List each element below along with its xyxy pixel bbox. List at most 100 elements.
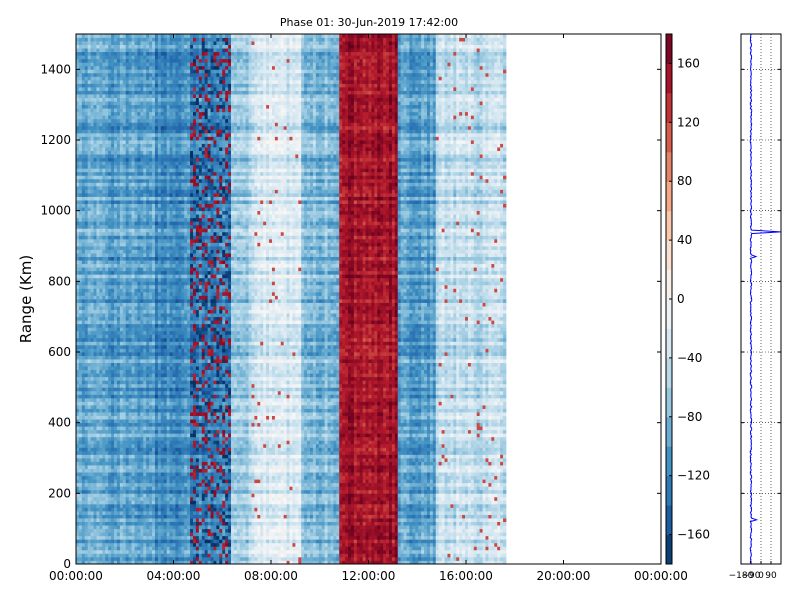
heatmap-cell <box>84 150 89 155</box>
heatmap-cell <box>160 34 165 38</box>
heatmap-cell <box>146 171 150 176</box>
heatmap-cell <box>119 260 124 265</box>
heatmap-cell <box>99 334 103 339</box>
heatmap-cell <box>96 306 100 310</box>
heatmap-cell <box>137 458 141 462</box>
heatmap-cell <box>140 115 144 120</box>
heatmap-cell <box>114 507 118 512</box>
heatmap-cell <box>152 309 156 314</box>
heatmap-cell <box>90 58 94 63</box>
heatmap-cell <box>131 260 135 265</box>
heatmap-cell <box>154 97 159 102</box>
heatmap-cell <box>116 178 121 183</box>
heatmap-cell <box>81 94 86 98</box>
heatmap-cell <box>143 125 147 130</box>
heatmap-cell <box>137 90 141 95</box>
heatmap-cell <box>111 58 115 63</box>
heatmap-cell <box>128 44 132 49</box>
heatmap-cell <box>99 249 103 254</box>
heatmap-cell <box>81 299 86 303</box>
heatmap-cell <box>87 164 92 169</box>
heatmap-cell <box>166 136 170 141</box>
heatmap-cell <box>169 242 173 247</box>
heatmap-cell <box>128 34 132 38</box>
heatmap-cell <box>154 458 159 462</box>
heatmap-cell <box>157 214 162 219</box>
heatmap-cell <box>157 408 162 413</box>
heatmap-cell <box>78 129 83 134</box>
heatmap-cell <box>114 122 118 127</box>
heatmap-cell <box>143 426 147 431</box>
heatmap-cell <box>149 101 153 106</box>
heatmap-cell <box>111 90 115 95</box>
heatmap-cell <box>84 475 89 480</box>
heatmap-cell <box>152 302 156 307</box>
heatmap-cell <box>143 500 147 505</box>
heatmap-cell <box>84 542 89 547</box>
heatmap-cell <box>140 263 144 268</box>
heatmap-cell <box>105 465 109 469</box>
heatmap-cell <box>116 366 121 371</box>
heatmap-cell <box>152 433 156 438</box>
heatmap-cell <box>125 129 130 134</box>
heatmap-cell <box>84 37 89 42</box>
heatmap-cell <box>114 528 118 533</box>
heatmap-cell <box>137 253 141 257</box>
heatmap-cell <box>137 108 141 113</box>
heatmap-cell <box>154 140 159 144</box>
heatmap-cell <box>143 200 147 204</box>
heatmap-cell <box>105 125 109 130</box>
heatmap-cell <box>90 185 94 190</box>
heatmap-cell <box>116 415 121 420</box>
heatmap-cell <box>76 419 80 424</box>
heatmap-cell <box>160 468 165 473</box>
heatmap-cell <box>105 313 109 318</box>
heatmap-cell <box>78 182 83 187</box>
heatmap-cell <box>149 196 153 201</box>
heatmap-cell <box>143 401 147 406</box>
heatmap-cell <box>149 168 153 173</box>
heatmap-cell <box>108 472 112 477</box>
heatmap-cell <box>119 465 124 469</box>
heatmap-cell <box>84 214 89 219</box>
heatmap-cell <box>125 267 130 272</box>
heatmap-cell <box>111 200 115 204</box>
heatmap-cell <box>93 168 97 173</box>
heatmap-cell <box>125 341 130 346</box>
heatmap-cell <box>146 267 150 272</box>
heatmap-cell <box>137 76 141 81</box>
heatmap-cell <box>157 140 162 144</box>
heatmap-cell <box>172 447 176 452</box>
heatmap-cell <box>154 108 159 113</box>
heatmap-cell <box>169 175 173 180</box>
heatmap-cell <box>76 83 80 88</box>
heatmap-cell <box>131 419 135 424</box>
heatmap-cell <box>160 507 165 512</box>
heatmap-cell <box>90 115 94 120</box>
heatmap-cell <box>81 207 86 212</box>
heatmap-cell <box>149 200 153 204</box>
heatmap-cell <box>90 454 94 459</box>
heatmap-cell <box>111 532 115 537</box>
heatmap-cell <box>102 468 106 473</box>
heatmap-cell <box>137 546 141 551</box>
heatmap-cell <box>163 373 168 378</box>
heatmap-cell <box>143 37 147 42</box>
heatmap-cell <box>76 503 80 508</box>
heatmap-cell <box>152 334 156 339</box>
heatmap-cell <box>131 514 135 519</box>
heatmap-cell <box>84 426 89 431</box>
heatmap-cell <box>102 429 106 434</box>
heatmap-cell <box>169 136 173 141</box>
heatmap-cell <box>78 426 83 431</box>
heatmap-cell <box>149 150 153 155</box>
heatmap-cell <box>81 352 86 356</box>
heatmap-cell <box>84 270 89 275</box>
heatmap-cell <box>154 104 159 109</box>
heatmap-cell <box>140 281 144 286</box>
heatmap-cell <box>152 249 156 254</box>
heatmap-cell <box>160 87 165 91</box>
heatmap-cell <box>81 143 86 148</box>
heatmap-cell <box>96 320 100 325</box>
heatmap-cell <box>119 507 124 512</box>
